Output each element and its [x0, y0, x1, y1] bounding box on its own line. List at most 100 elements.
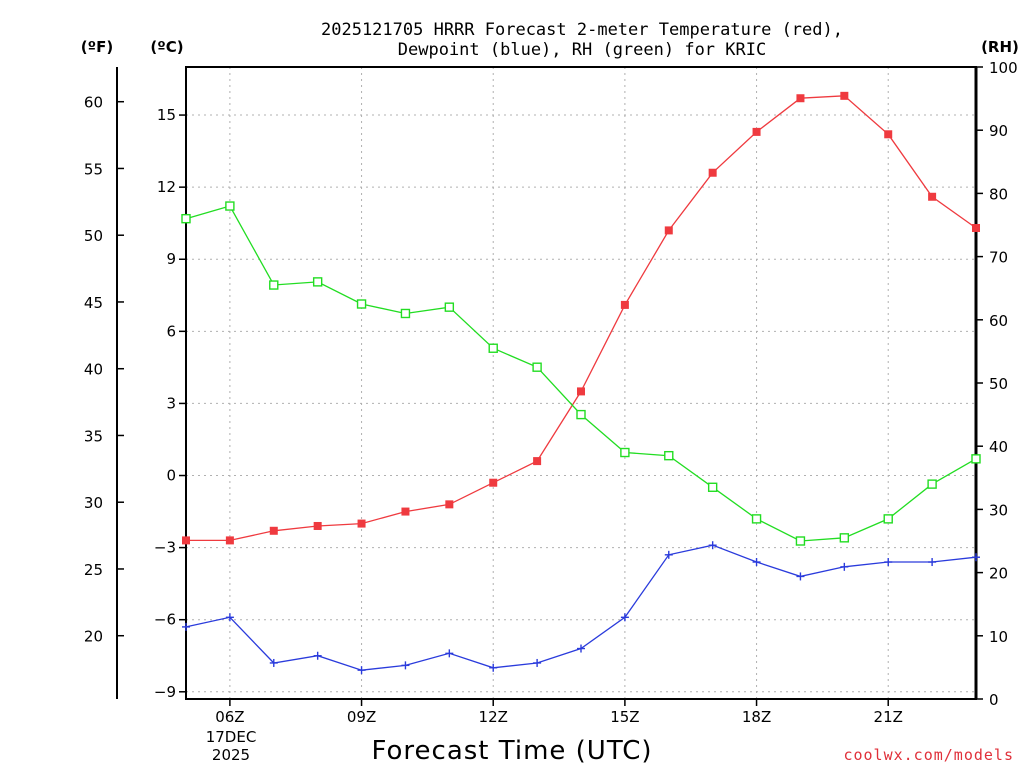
- data-point-dewpoint: [313, 651, 322, 660]
- data-point-rh: [927, 479, 937, 489]
- data-point-dewpoint: [357, 666, 366, 675]
- fahrenheit-tick-label: 60: [84, 94, 103, 112]
- rh-tick-label: 30: [989, 501, 1008, 519]
- fahrenheit-tick-label: 40: [84, 361, 103, 379]
- date-label-day: 17DEC: [206, 728, 257, 746]
- data-point-dewpoint: [269, 658, 278, 667]
- celsius-tick-label: 12: [157, 178, 176, 196]
- axes-layer: 06Z 09Z 12Z 15Z 18Z 21Z −9 −6 −3 0 3 6 9 12 15 20 25 30 35…: [84, 59, 1018, 726]
- series-2-meter-temperature: [182, 91, 980, 545]
- rh-tick-label: 70: [989, 249, 1008, 267]
- celsius-tick-label: 15: [157, 106, 176, 124]
- data-point-temperature: [533, 457, 542, 466]
- data-point-dewpoint: [620, 613, 629, 622]
- celsius-tick-label: 9: [166, 250, 176, 268]
- x-tick-label: 15Z: [610, 708, 639, 726]
- rh-tick-label: 50: [989, 375, 1008, 393]
- data-point-temperature: [489, 478, 498, 487]
- rh-tick-label: 100: [989, 59, 1018, 77]
- data-point-dewpoint: [840, 562, 849, 571]
- data-point-temperature: [182, 536, 190, 545]
- data-point-rh: [225, 201, 235, 211]
- date-label-year: 2025: [212, 746, 250, 764]
- data-point-dewpoint: [533, 658, 542, 667]
- chart-title-line-1: 2025121705 HRRR Forecast 2-meter Tempera…: [321, 20, 843, 40]
- data-point-rh: [356, 299, 367, 309]
- data-point-temperature: [445, 500, 454, 509]
- x-tick-label: 06Z: [215, 708, 244, 726]
- data-point-rh: [620, 447, 630, 458]
- data-point-rh: [839, 533, 850, 543]
- x-tick-label: 09Z: [347, 708, 376, 726]
- data-point-rh: [488, 343, 498, 353]
- data-point-temperature: [401, 507, 410, 516]
- data-point-dewpoint: [708, 541, 717, 550]
- celsius-unit-label: (ºC): [150, 38, 183, 56]
- data-point-temperature: [884, 130, 893, 139]
- data-point-dewpoint: [577, 644, 585, 653]
- data-point-rh: [664, 450, 674, 461]
- data-point-dewpoint: [884, 558, 893, 567]
- fahrenheit-tick-label: 45: [84, 294, 103, 312]
- data-point-dewpoint: [664, 550, 673, 559]
- credit-text: coolwx.com/models: [843, 746, 1014, 764]
- celsius-tick-label: −3: [154, 539, 176, 557]
- celsius-tick-label: 3: [166, 394, 176, 412]
- data-point-temperature: [972, 224, 980, 233]
- x-tick-label: 18Z: [742, 708, 771, 726]
- data-point-temperature: [225, 536, 234, 545]
- fahrenheit-unit-label: (ºF): [81, 38, 113, 56]
- x-tick-label: 12Z: [479, 708, 508, 726]
- celsius-tick-label: −9: [154, 683, 176, 701]
- rh-tick-label: 20: [989, 565, 1008, 583]
- data-point-temperature: [269, 526, 278, 535]
- series-relative-humidity: [181, 201, 981, 546]
- rh-tick-label: 10: [989, 628, 1008, 646]
- data-point-dewpoint: [489, 663, 498, 672]
- data-point-rh: [795, 536, 806, 546]
- chart-title-line-2: Dewpoint (blue), RH (green) for KRIC: [398, 40, 766, 60]
- celsius-tick-label: 6: [166, 322, 176, 340]
- data-point-dewpoint: [928, 558, 937, 567]
- data-point-rh: [444, 302, 455, 312]
- data-point-rh: [883, 514, 893, 524]
- fahrenheit-tick-label: 25: [84, 561, 103, 579]
- data-point-temperature: [752, 127, 761, 136]
- data-point-dewpoint: [445, 649, 454, 658]
- rh-tick-label: 80: [989, 185, 1008, 203]
- celsius-tick-label: −6: [154, 611, 176, 629]
- data-point-rh: [751, 514, 762, 524]
- data-point-rh: [532, 362, 542, 372]
- fahrenheit-tick-label: 35: [84, 427, 103, 445]
- data-point-temperature: [708, 168, 717, 177]
- rh-tick-label: 90: [989, 122, 1008, 140]
- data-point-dewpoint: [796, 572, 805, 581]
- series-dewpoint: [182, 541, 980, 675]
- series-layer: [181, 91, 981, 675]
- rh-tick-label: 40: [989, 438, 1008, 456]
- rh-unit-label: (RH): [981, 38, 1019, 56]
- rh-tick-label: 60: [989, 312, 1008, 330]
- data-point-temperature: [664, 226, 673, 235]
- data-point-temperature: [357, 519, 366, 528]
- data-point-rh: [707, 482, 718, 492]
- data-point-dewpoint: [752, 558, 761, 567]
- data-point-temperature: [796, 94, 805, 103]
- rh-tick-label: 0: [989, 691, 999, 709]
- x-axis-title: Forecast Time (UTC): [371, 736, 652, 766]
- data-point-rh: [181, 213, 191, 224]
- data-point-rh: [576, 409, 586, 420]
- fahrenheit-tick-label: 50: [84, 227, 103, 245]
- fahrenheit-tick-label: 55: [84, 160, 103, 178]
- data-point-rh: [269, 280, 279, 290]
- data-point-rh: [312, 277, 323, 287]
- data-point-temperature: [840, 91, 849, 100]
- fahrenheit-tick-label: 30: [84, 494, 103, 512]
- data-point-dewpoint: [401, 661, 410, 670]
- data-point-rh: [971, 454, 981, 464]
- data-point-dewpoint: [972, 553, 980, 562]
- data-point-temperature: [313, 521, 322, 530]
- celsius-tick-label: 0: [166, 467, 176, 485]
